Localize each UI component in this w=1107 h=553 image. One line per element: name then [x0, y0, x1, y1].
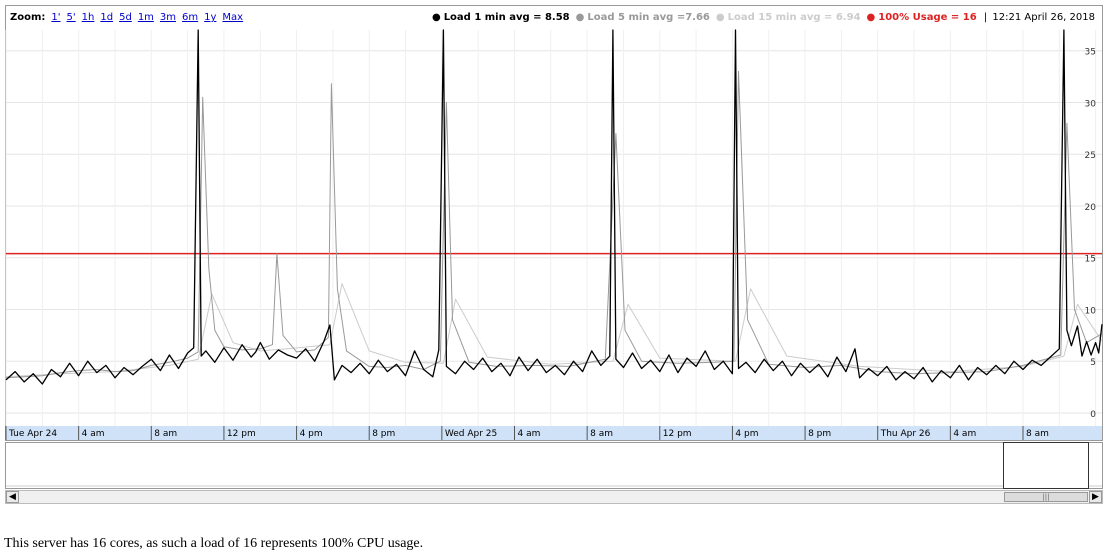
y-tick-label: 20: [1085, 203, 1097, 213]
server-cores-note: This server has 16 cores, as such a load…: [4, 536, 424, 551]
x-tick-label: 4 am: [953, 429, 976, 439]
legend-item-load-1[interactable]: ● Load 1 min avg = 8.58: [432, 12, 570, 23]
zoom-1-year[interactable]: 1y: [204, 12, 217, 23]
y-tick-label: 30: [1085, 99, 1097, 109]
scrollbar-thumb[interactable]: |||: [1004, 492, 1088, 502]
zoom-1-hour[interactable]: 1h: [81, 12, 95, 23]
legend-label: Load 5 min avg =7.66: [587, 12, 710, 23]
zoom-control: Zoom: 1' 5' 1h 1d 5d 1m 3m 6m 1y Max: [10, 12, 243, 23]
x-tick-label: 8 pm: [372, 429, 395, 439]
x-tick-label: 4 pm: [300, 429, 323, 439]
legend-label: Load 15 min avg = 6.94: [727, 12, 861, 23]
x-tick-label: 8 am: [1026, 429, 1049, 439]
y-tick-label: 25: [1085, 151, 1096, 161]
zoom-1-day[interactable]: 1d: [100, 12, 114, 23]
legend-label: Load 1 min avg = 8.58: [443, 12, 570, 23]
x-tick-label: 4 am: [82, 429, 105, 439]
x-tick-label: 12 pm: [227, 429, 256, 439]
x-tick-label: 8 pm: [808, 429, 831, 439]
zoom-6-months[interactable]: 6m: [182, 12, 199, 23]
x-tick-label: 12 pm: [663, 429, 692, 439]
zoom-5-days[interactable]: 5d: [119, 12, 132, 23]
legend-label: 100% Usage = 16: [878, 12, 977, 23]
navigator-window[interactable]: [1003, 442, 1089, 489]
zoom-5-minutes[interactable]: 5': [66, 12, 76, 23]
x-tick-label: Wed Apr 25: [445, 429, 497, 439]
y-tick-label: 15: [1085, 255, 1096, 265]
plot-background: [6, 30, 1102, 426]
x-axis-band: [6, 426, 1102, 440]
navigator-sparkline: [6, 485, 1102, 487]
zoom-3-months[interactable]: 3m: [159, 12, 177, 23]
navigator[interactable]: [5, 442, 1103, 489]
legend-separator: |: [983, 12, 988, 23]
x-axis-ticks: Tue Apr 24 4 am 8 am 12 pm 4 pm 8 pm Wed Apr 2…: [5, 426, 1049, 440]
series: [5, 29, 1103, 385]
x-tick-label: 4 pm: [735, 429, 758, 439]
y-tick-label: 0: [1090, 410, 1096, 420]
legend-dot-icon: ●: [866, 12, 876, 23]
scrollbar[interactable]: ◀ ||| ▶: [5, 490, 1103, 504]
legend-dot-icon: ●: [575, 12, 585, 23]
legend-dot-icon: ●: [431, 12, 441, 23]
legend-item-load-5[interactable]: ● Load 5 min avg =7.66: [576, 12, 710, 23]
x-tick-label: 8 am: [154, 429, 177, 439]
toolbar: Zoom: 1' 5' 1h 1d 5d 1m 3m 6m 1y Max ● Load 1 min a…: [5, 5, 1103, 29]
legend-item-load-15[interactable]: ● Load 15 min avg = 6.94: [716, 12, 861, 23]
zoom-1-month[interactable]: 1m: [137, 12, 154, 23]
y-axis-ticks: 0 5 10 15 20 25 30 35: [1085, 48, 1097, 420]
series-line-load-1-min-avg: [5, 29, 1103, 385]
series-line-load-15-min-avg: [5, 283, 1103, 378]
legend-dot-icon: ●: [715, 12, 725, 23]
x-tick-label: 8 am: [590, 429, 613, 439]
legend: ● Load 1 min avg = 8.58 ● Load 5 min avg =7…: [426, 12, 1095, 23]
scroll-left-icon[interactable]: ◀: [6, 491, 19, 503]
zoom-1-minute[interactable]: 1': [51, 12, 61, 23]
y-tick-label: 5: [1090, 358, 1096, 368]
scroll-right-icon[interactable]: ▶: [1089, 491, 1102, 503]
zoom-label: Zoom:: [10, 12, 46, 23]
load-chart: Tue Apr 24 4 am 8 am 12 pm 4 pm 8 pm Wed Apr 2…: [5, 29, 1103, 440]
x-tick-label: Thu Apr 26: [880, 429, 931, 439]
x-tick-label: Tue Apr 24: [8, 429, 57, 439]
y-tick-label: 35: [1085, 48, 1096, 58]
legend-item-usage[interactable]: ● 100% Usage = 16: [867, 12, 977, 23]
x-tick-label: 4 am: [518, 429, 541, 439]
zoom-max[interactable]: Max: [222, 12, 244, 23]
y-tick-label: 10: [1085, 306, 1097, 316]
timestamp: 12:21 April 26, 2018: [992, 12, 1095, 23]
